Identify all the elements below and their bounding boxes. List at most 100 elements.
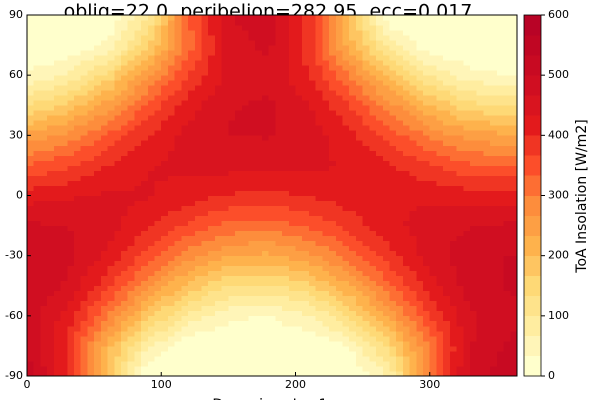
field-cell: [503, 70, 511, 76]
field-cell: [53, 35, 61, 41]
field-cell: [389, 95, 397, 101]
field-cell: [402, 155, 411, 161]
field-cell: [127, 275, 135, 282]
field-cell: [33, 75, 41, 81]
field-cell: [409, 45, 417, 51]
field-cell: [342, 345, 350, 352]
field-cell: [382, 250, 390, 257]
field-cell: [33, 175, 41, 181]
field-cell: [134, 305, 142, 312]
field-cell: [322, 115, 330, 121]
field-cell: [362, 230, 370, 237]
field-cell: [60, 280, 68, 287]
field-cell: [349, 75, 357, 81]
field-cell: [188, 270, 196, 277]
field-cell: [423, 235, 431, 242]
field-cell: [476, 235, 484, 242]
field-cell: [47, 185, 55, 191]
field-cell: [221, 125, 229, 131]
field-cell: [362, 200, 370, 206]
field-cell: [402, 360, 411, 367]
field-cell: [496, 60, 504, 66]
field-cell: [73, 150, 82, 156]
field-cell: [288, 360, 296, 367]
field-cell: [376, 250, 384, 257]
field-cell: [53, 185, 61, 191]
field-cell: [100, 120, 108, 126]
field-cell: [490, 355, 498, 362]
field-cell: [221, 55, 229, 61]
field-cell: [161, 265, 169, 272]
field-cell: [369, 275, 377, 282]
field-cell: [308, 315, 317, 322]
field-cell: [396, 340, 404, 347]
field-cell: [349, 45, 357, 51]
field-cell: [389, 355, 397, 362]
field-cell: [355, 365, 364, 372]
field-cell: [47, 315, 55, 322]
field-cell: [40, 300, 48, 307]
field-cell: [282, 185, 290, 191]
field-cell: [67, 210, 75, 216]
field-cell: [308, 120, 317, 126]
field-cell: [376, 290, 384, 297]
field-cell: [295, 260, 303, 267]
field-cell: [476, 315, 484, 322]
field-cell: [322, 370, 330, 377]
field-cell: [80, 180, 88, 186]
field-cell: [221, 115, 229, 121]
field-cell: [214, 80, 223, 86]
field-cell: [255, 275, 263, 282]
field-cell: [288, 135, 296, 141]
field-cell: [127, 180, 135, 186]
field-cell: [463, 365, 471, 372]
field-cell: [503, 270, 511, 277]
field-cell: [463, 345, 471, 352]
field-cell: [510, 340, 518, 347]
field-cell: [114, 120, 122, 126]
field-cell: [100, 235, 108, 242]
field-cell: [456, 75, 464, 81]
field-cell: [470, 255, 478, 262]
field-cell: [161, 25, 169, 31]
field-cell: [483, 165, 491, 171]
field-cell: [288, 175, 296, 181]
field-cell: [362, 65, 370, 71]
field-cell: [308, 150, 317, 156]
field-cell: [94, 70, 102, 76]
field-cell: [100, 130, 108, 136]
field-cell: [470, 330, 478, 337]
field-cell: [322, 225, 330, 231]
field-cell: [268, 205, 276, 211]
field-cell: [27, 370, 35, 377]
field-cell: [255, 255, 263, 262]
field-cell: [409, 160, 417, 166]
field-cell: [329, 115, 337, 121]
field-cell: [429, 320, 437, 327]
field-cell: [241, 305, 249, 312]
field-cell: [261, 260, 270, 267]
field-cell: [268, 60, 276, 66]
field-cell: [510, 50, 518, 56]
field-cell: [120, 295, 129, 302]
field-cell: [161, 160, 169, 166]
field-cell: [349, 285, 357, 292]
field-cell: [463, 135, 471, 141]
field-cell: [470, 140, 478, 146]
field-cell: [100, 185, 108, 191]
field-cell: [409, 285, 417, 292]
field-cell: [463, 250, 471, 257]
field-cell: [214, 320, 223, 327]
field-cell: [322, 95, 330, 101]
field-cell: [268, 345, 276, 352]
field-cell: [436, 230, 444, 237]
field-cell: [53, 265, 61, 272]
field-cell: [382, 145, 390, 151]
field-cell: [436, 240, 444, 247]
field-cell: [235, 335, 243, 342]
field-cell: [87, 295, 95, 302]
field-cell: [456, 165, 464, 171]
field-cell: [496, 255, 504, 262]
field-cell: [268, 150, 276, 156]
field-cell: [127, 355, 135, 362]
